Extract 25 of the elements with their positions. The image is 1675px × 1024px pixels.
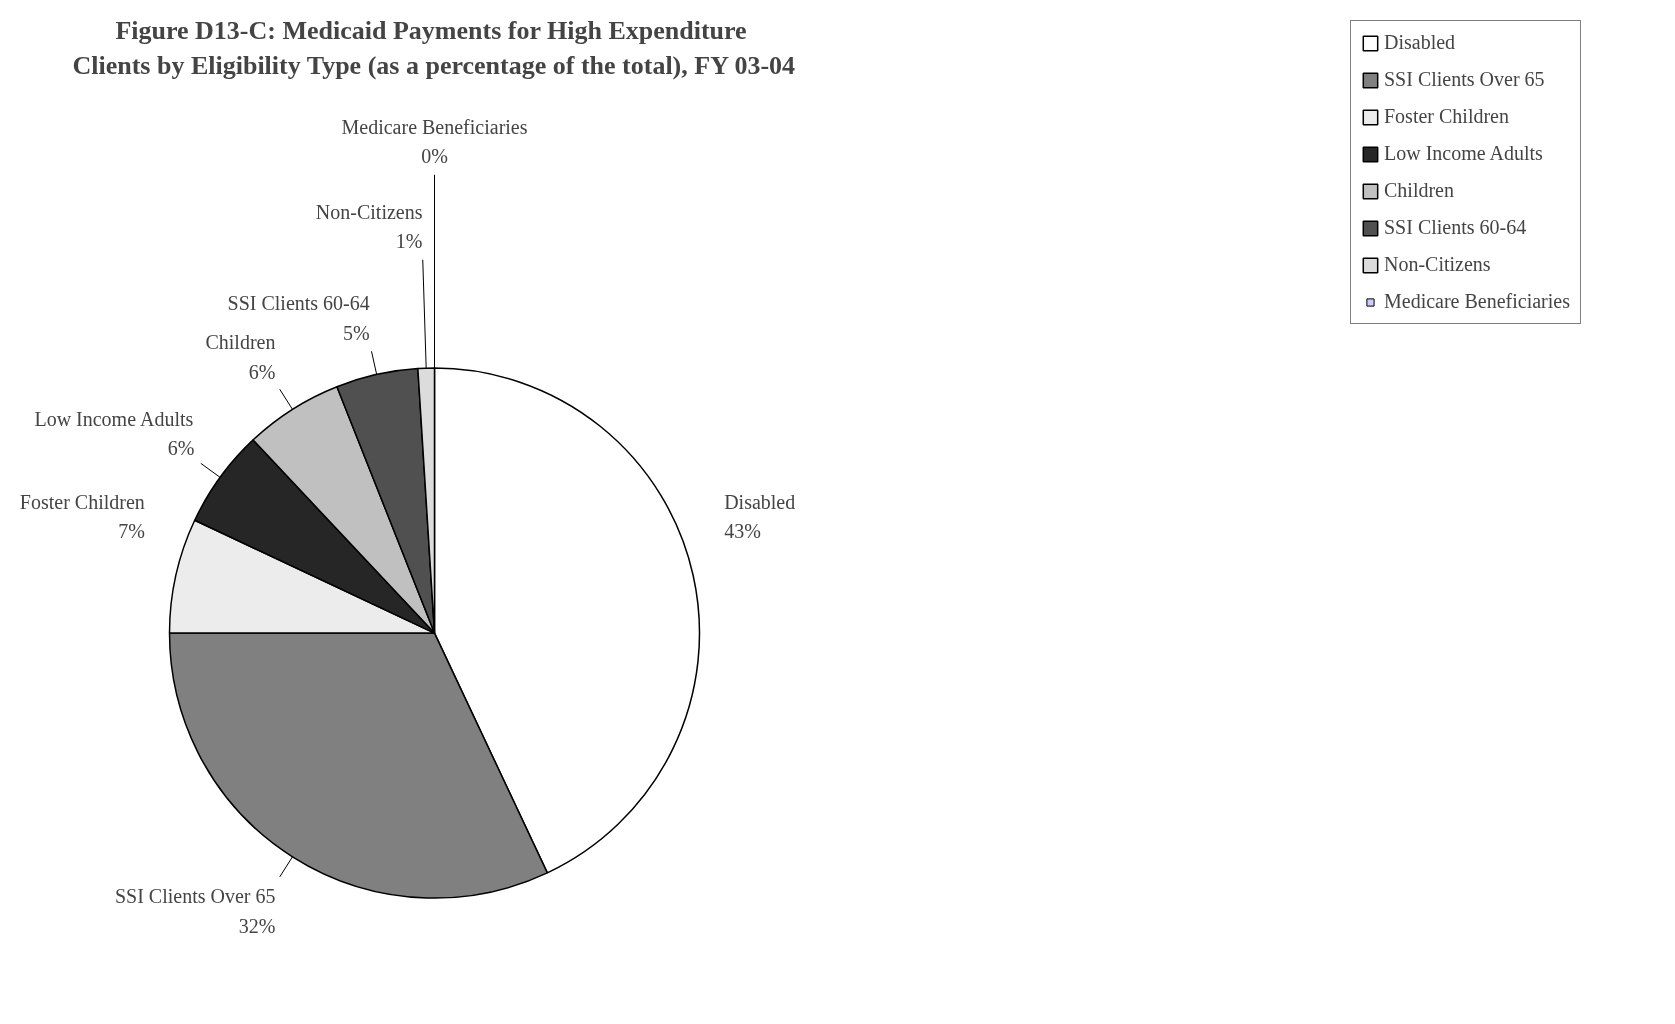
legend-label: Medicare Beneficiaries [1383, 290, 1570, 313]
slice-label: Disabled [724, 490, 796, 513]
data-label: 6% [248, 360, 276, 383]
text: 0% [421, 144, 448, 167]
data-label: 5% [343, 321, 370, 344]
category-label: Medicare Beneficiaries [341, 115, 528, 138]
data-label: 43% [724, 519, 761, 542]
legend-label: Foster Children [1383, 105, 1509, 128]
data-label: 1% [395, 229, 423, 252]
data-label: 7% [118, 519, 145, 542]
legend-label: Low Income Adults [1383, 142, 1543, 165]
slice-label: Children [205, 331, 276, 354]
legend-label: Non-Citizens [1383, 253, 1491, 276]
legend-label: SSI Clients Over 65 [1383, 68, 1545, 91]
text: Figure D13-C: Medicaid Payments for High Expenditure Clients by Eligibility Type (as a percentage of the total), FY 03-04 [72, 15, 796, 80]
slice-label: SSI Clients 60-64 [227, 292, 370, 315]
slice-label: Non-Citizens [315, 200, 423, 223]
slice-label: Low Income Adults [34, 407, 194, 430]
slice-label: Foster Children [19, 490, 145, 513]
data-label: 6% [167, 436, 195, 459]
legend-label: Children [1383, 179, 1454, 202]
slice-label: SSI Clients Over 65 [114, 885, 276, 908]
legend-label: Disabled [1383, 31, 1456, 54]
data-label: 32% [238, 914, 276, 937]
legend-label: SSI Clients 60-64 [1383, 216, 1527, 239]
